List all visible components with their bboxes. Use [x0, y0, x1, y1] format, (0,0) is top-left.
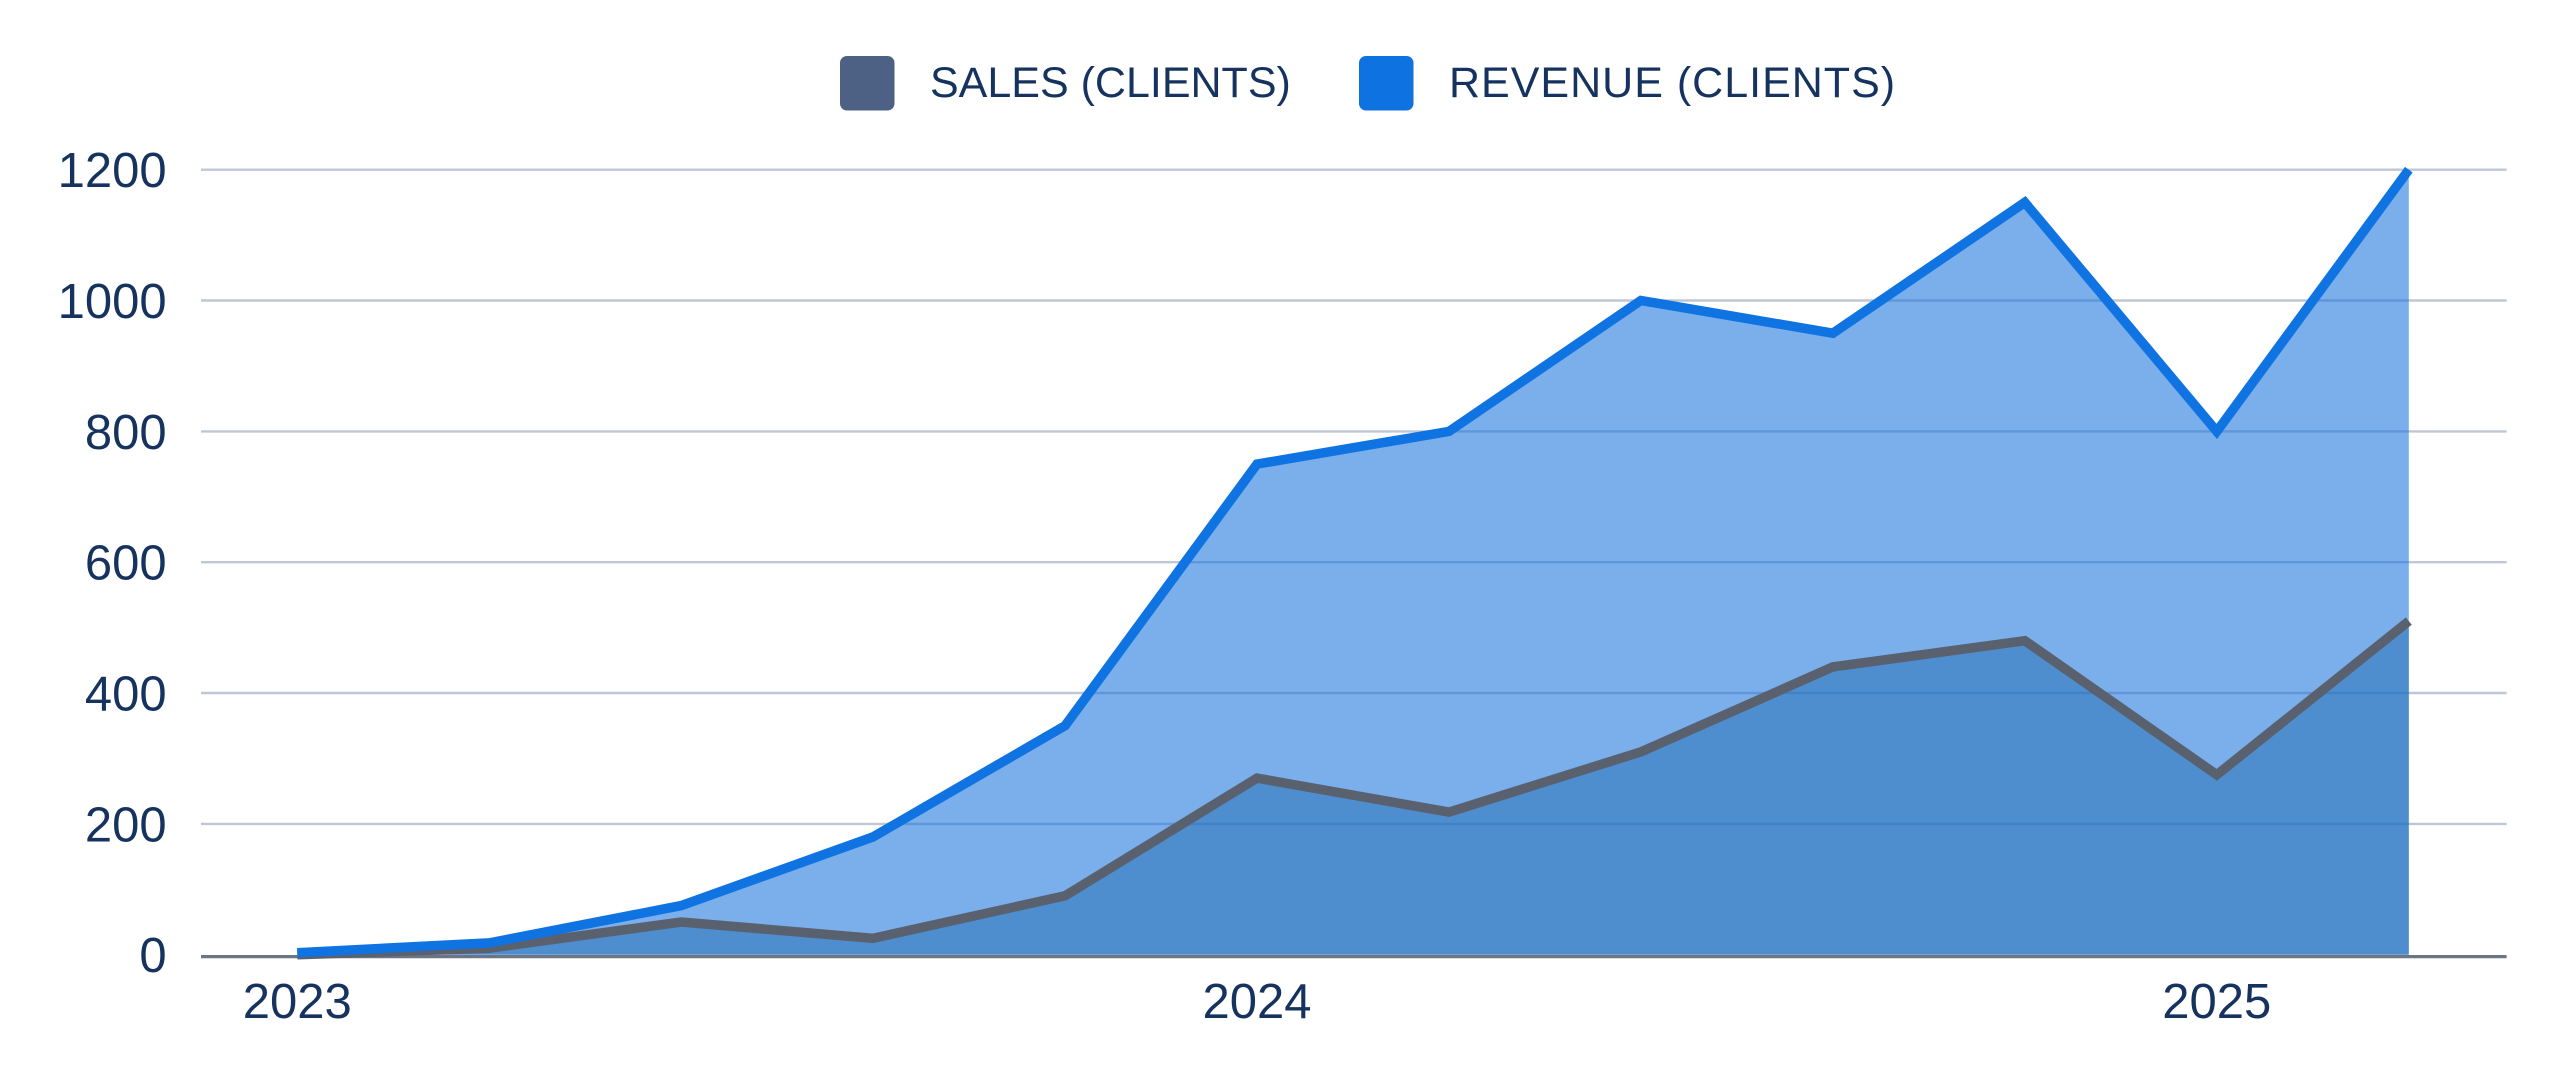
svg-text:200: 200 [85, 798, 167, 852]
svg-text:2025: 2025 [2162, 975, 2271, 1029]
svg-text:2023: 2023 [243, 975, 352, 1029]
svg-text:400: 400 [85, 668, 167, 722]
svg-text:2024: 2024 [1202, 975, 1311, 1029]
svg-text:1200: 1200 [58, 144, 167, 198]
svg-text:800: 800 [85, 406, 167, 460]
svg-text:600: 600 [85, 537, 167, 591]
svg-text:1000: 1000 [58, 275, 167, 329]
svg-text:0: 0 [139, 929, 166, 983]
svg-text:REVENUE (CLIENTS): REVENUE (CLIENTS) [1449, 59, 1896, 107]
svg-text:SALES (CLIENTS): SALES (CLIENTS) [930, 59, 1291, 107]
